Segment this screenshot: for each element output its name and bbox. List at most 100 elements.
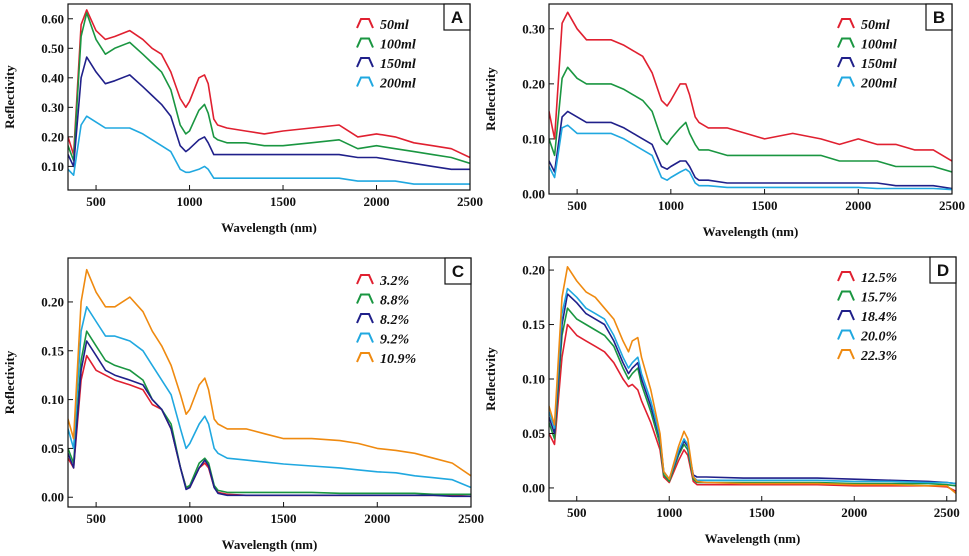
y-tick-label: 0.20 (41, 129, 64, 144)
x-tick-label: 1000 (658, 198, 684, 213)
plot-frame (548, 3, 953, 195)
panel-letter: B (933, 8, 945, 27)
x-tick-label: 2000 (364, 511, 390, 526)
legend-swatch-100ml (837, 37, 855, 48)
x-tick-label: 1000 (177, 194, 203, 209)
series-line-150ml (549, 110, 952, 190)
legend-label-3.2%: 3.2% (379, 274, 409, 289)
x-tick-label: 1500 (270, 194, 296, 209)
series-line-50ml (68, 9, 470, 159)
y-axis-label: Reflectivity (483, 67, 498, 131)
y-tick-label: 0.10 (522, 372, 545, 387)
x-tick-label: 500 (86, 511, 106, 526)
x-tick-label: 1500 (752, 198, 778, 213)
legend-swatch-3.2% (356, 274, 374, 285)
y-tick-label: 0.00 (522, 187, 545, 202)
y-tick-label: 0.20 (522, 263, 545, 278)
y-tick-label: 0.40 (41, 70, 64, 85)
y-tick-label: 0.10 (41, 392, 64, 407)
legend-swatch-10.9% (356, 352, 374, 363)
legend-label-9.2%: 9.2% (380, 333, 409, 348)
series-group (68, 268, 471, 498)
series-line-50ml (549, 11, 952, 162)
x-tick-label: 500 (567, 505, 587, 520)
panel-c: 500 1000 1500 2000 2500 0.00 0.05 0.10 0.15 0.20 W… (2, 257, 484, 552)
y-axis-label: Reflectivity (2, 65, 17, 129)
legend-label-22.3%: 22.3% (860, 349, 897, 364)
series-line-10.9% (68, 268, 471, 477)
x-tick-label: 500 (86, 194, 106, 209)
legend-label-50ml: 50ml (380, 18, 409, 33)
legend-swatch-15.7% (837, 290, 855, 301)
legend-swatch-150ml (837, 57, 855, 68)
legend-label-8.8%: 8.8% (380, 294, 409, 309)
panel-label: A (443, 3, 471, 31)
y-tick-label: 0.30 (41, 100, 64, 115)
y-tick-label: 0.05 (522, 426, 545, 441)
legend-swatch-20.0% (837, 329, 855, 340)
plot-frame (67, 257, 472, 508)
x-tick-label: 2000 (845, 198, 871, 213)
series-line-200ml (549, 124, 952, 191)
legend-label-150ml: 150ml (861, 57, 897, 72)
x-axis-label: Wavelength (nm) (705, 531, 801, 546)
legend-swatch-200ml (356, 76, 374, 87)
panel-letter: A (451, 8, 463, 27)
legend: 3.2% 8.8% 8.2% 9.2% 10.9% (356, 274, 416, 367)
x-tick-label: 500 (567, 198, 587, 213)
x-axis-label: Wavelength (nm) (222, 537, 318, 552)
panel-label: D (929, 256, 957, 284)
series-line-200ml (68, 115, 470, 185)
y-tick-label: 0.20 (41, 294, 64, 309)
series-group (68, 9, 470, 185)
panel-b: 500 1000 1500 2000 2500 0.00 0.10 0.20 0.30 Wavel… (483, 3, 965, 239)
legend-label-20.0%: 20.0% (860, 330, 897, 345)
legend-label-100ml: 100ml (861, 38, 897, 53)
x-tick-label: 2500 (457, 194, 483, 209)
panel-label-box (929, 256, 957, 284)
panel-label: B (925, 3, 953, 31)
legend: 50ml 100ml 150ml 200ml (356, 18, 416, 92)
x-tick-label: 1000 (177, 511, 203, 526)
panel-label-box (443, 3, 471, 31)
panel-letter: D (937, 261, 949, 280)
legend-label-10.9%: 10.9% (380, 352, 416, 367)
series-line-8.8% (68, 330, 471, 496)
series-line-9.2% (68, 306, 471, 489)
legend-label-12.5%: 12.5% (861, 271, 897, 286)
y-axis-label: Reflectivity (483, 347, 498, 411)
legend-label-200ml: 200ml (379, 77, 416, 92)
legend-label-15.7%: 15.7% (861, 291, 897, 306)
y-tick-label: 0.50 (41, 41, 64, 56)
legend-label-18.4%: 18.4% (861, 310, 897, 325)
series-line-100ml (549, 66, 952, 173)
legend-label-50ml: 50ml (861, 18, 890, 33)
legend-swatch-8.8% (356, 293, 374, 304)
series-line-22.3% (549, 266, 956, 495)
legend-label-200ml: 200ml (860, 77, 897, 92)
series-line-100ml (68, 12, 470, 165)
legend-swatch-50ml (356, 18, 374, 29)
y-tick-label: 0.10 (522, 131, 545, 146)
y-axis-label: Reflectivity (2, 350, 17, 414)
x-tick-label: 2500 (458, 511, 484, 526)
x-tick-label: 1500 (271, 511, 297, 526)
y-tick-label: 0.30 (522, 21, 545, 36)
y-tick-label: 0.20 (522, 76, 545, 91)
x-axis-label: Wavelength (nm) (703, 224, 799, 239)
x-tick-label: 2500 (939, 198, 965, 213)
series-line-8.2% (68, 340, 471, 498)
legend-swatch-12.5% (837, 271, 855, 282)
legend-swatch-100ml (356, 37, 374, 48)
legend-swatch-18.4% (837, 310, 855, 321)
x-tick-label: 2000 (364, 194, 390, 209)
panel-label-box (444, 257, 472, 285)
y-tick-label: 0.00 (522, 480, 545, 495)
y-tick-label: 0.15 (41, 343, 64, 358)
legend-swatch-22.3% (837, 349, 855, 360)
y-tick-label: 0.05 (41, 441, 64, 456)
legend-swatch-9.2% (356, 332, 374, 343)
series-group (549, 11, 952, 191)
panel-label-box (925, 3, 953, 31)
